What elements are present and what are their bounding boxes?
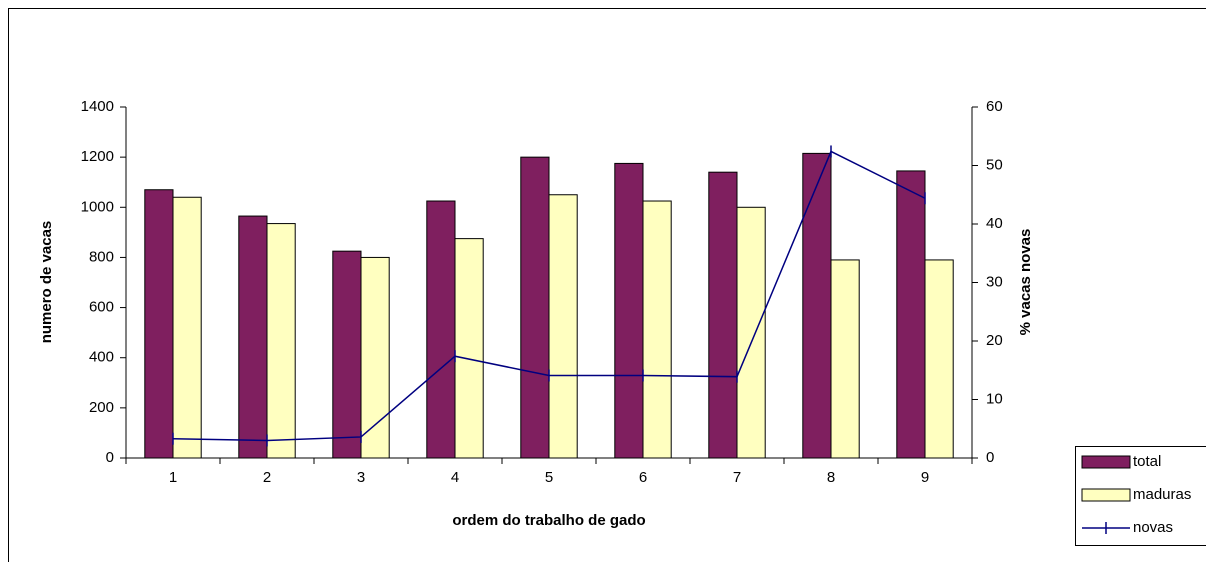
bar [896, 170, 926, 459]
y-tick-label: 1400 [81, 98, 114, 115]
bar [454, 238, 484, 459]
y2-tick-label: 50 [986, 156, 1003, 173]
bar [708, 171, 738, 459]
y-axis-label: numero de vacas [38, 221, 55, 344]
bar [144, 189, 174, 459]
y-tick-label: 600 [89, 299, 114, 316]
y2-tick-label: 40 [986, 215, 1003, 232]
bar [614, 162, 644, 459]
bar [360, 256, 390, 459]
bar [426, 200, 456, 459]
y2-tick-label: 20 [986, 332, 1003, 349]
y2-axis-label: % vacas novas [1017, 229, 1034, 336]
legend-label: total [1133, 453, 1161, 470]
x-axis-label: ordem do trabalho de gado [452, 512, 645, 529]
x-tick-label: 3 [357, 469, 365, 486]
y2-tick-label: 0 [986, 449, 994, 466]
legend-swatch [1081, 455, 1131, 469]
legend-label: novas [1133, 519, 1173, 536]
legend-swatch [1081, 488, 1131, 502]
x-tick-label: 7 [733, 469, 741, 486]
bar [332, 250, 362, 459]
bar [830, 259, 860, 459]
y2-tick-label: 10 [986, 390, 1003, 407]
chart-frame [8, 8, 1206, 562]
y-tick-label: 1000 [81, 198, 114, 215]
x-tick-label: 9 [921, 469, 929, 486]
x-tick-label: 6 [639, 469, 647, 486]
bar [238, 215, 268, 459]
y-tick-label: 800 [89, 248, 114, 265]
bar [548, 194, 578, 459]
y2-tick-label: 30 [986, 273, 1003, 290]
bar [924, 259, 954, 459]
bar [520, 156, 550, 459]
y-tick-label: 1200 [81, 148, 114, 165]
bar [642, 200, 672, 459]
bar [266, 223, 296, 459]
x-tick-label: 2 [263, 469, 271, 486]
x-tick-label: 5 [545, 469, 553, 486]
y-tick-label: 0 [106, 449, 114, 466]
x-tick-label: 4 [451, 469, 459, 486]
legend-label: maduras [1133, 486, 1191, 503]
bar [736, 206, 766, 459]
bar [172, 196, 202, 459]
bar [802, 152, 832, 459]
y2-tick-label: 60 [986, 98, 1003, 115]
y-tick-label: 200 [89, 399, 114, 416]
y-tick-label: 400 [89, 349, 114, 366]
x-tick-label: 1 [169, 469, 177, 486]
x-tick-label: 8 [827, 469, 835, 486]
